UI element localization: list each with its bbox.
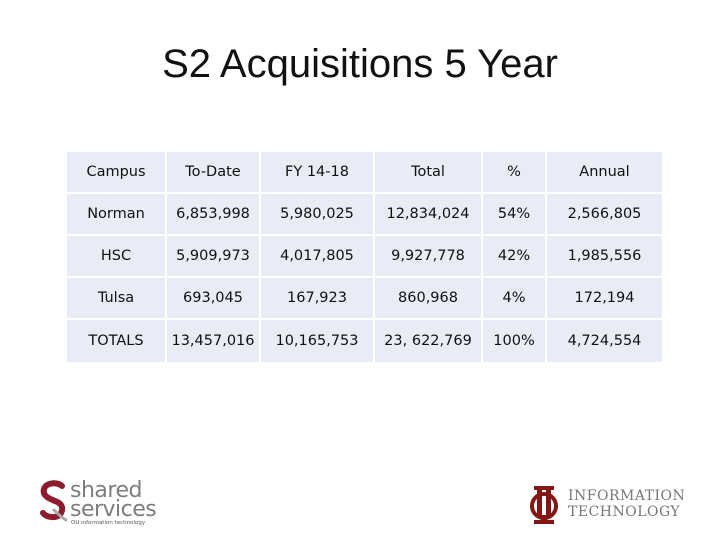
ou-monogram-icon <box>530 486 558 524</box>
cell-annual: 2,566,805 <box>547 194 662 234</box>
cell-campus: Norman <box>67 194 165 234</box>
cell-fy: 4,017,805 <box>261 236 373 276</box>
header-percent: % <box>483 152 545 192</box>
it-logo-line2: TECHNOLOGY <box>568 504 681 520</box>
cell-to-date: 13,457,016 <box>167 320 259 362</box>
cell-total: 860,968 <box>375 278 481 318</box>
shared-services-line2: services <box>70 497 157 522</box>
cell-annual: 1,985,556 <box>547 236 662 276</box>
header-to-date: To-Date <box>167 152 259 192</box>
cell-campus: HSC <box>67 236 165 276</box>
cell-total: 23, 622,769 <box>375 320 481 362</box>
shared-services-s-icon <box>40 480 68 522</box>
cell-fy: 10,165,753 <box>261 320 373 362</box>
cell-to-date: 6,853,998 <box>167 194 259 234</box>
table-totals-row: TOTALS 13,457,016 10,165,753 23, 622,769… <box>67 320 662 362</box>
cell-total: 12,834,024 <box>375 194 481 234</box>
cell-to-date: 5,909,973 <box>167 236 259 276</box>
cell-annual: 4,724,554 <box>547 320 662 362</box>
cell-fy: 5,980,025 <box>261 194 373 234</box>
header-annual: Annual <box>547 152 662 192</box>
shared-services-line1: shared <box>70 478 142 503</box>
table-row: Norman 6,853,998 5,980,025 12,834,024 54… <box>67 194 662 234</box>
table-row: Tulsa 693,045 167,923 860,968 4% 172,194 <box>67 278 662 318</box>
header-campus: Campus <box>67 152 165 192</box>
header-total: Total <box>375 152 481 192</box>
cell-percent: 4% <box>483 278 545 318</box>
cell-total: 9,927,778 <box>375 236 481 276</box>
it-logo-line1: INFORMATION <box>568 488 686 504</box>
cell-to-date: 693,045 <box>167 278 259 318</box>
cell-annual: 172,194 <box>547 278 662 318</box>
cell-percent: 100% <box>483 320 545 362</box>
table-header-row: Campus To-Date FY 14-18 Total % Annual <box>67 152 662 192</box>
shared-services-subtitle: OU information technology <box>71 520 146 526</box>
cell-percent: 42% <box>483 236 545 276</box>
table-row: HSC 5,909,973 4,017,805 9,927,778 42% 1,… <box>67 236 662 276</box>
cell-campus: TOTALS <box>67 320 165 362</box>
header-fy: FY 14-18 <box>261 152 373 192</box>
acquisitions-table: Campus To-Date FY 14-18 Total % Annual N… <box>65 150 664 364</box>
cell-campus: Tulsa <box>67 278 165 318</box>
cell-percent: 54% <box>483 194 545 234</box>
slide-title: S2 Acquisitions 5 Year <box>162 42 558 86</box>
cell-fy: 167,923 <box>261 278 373 318</box>
